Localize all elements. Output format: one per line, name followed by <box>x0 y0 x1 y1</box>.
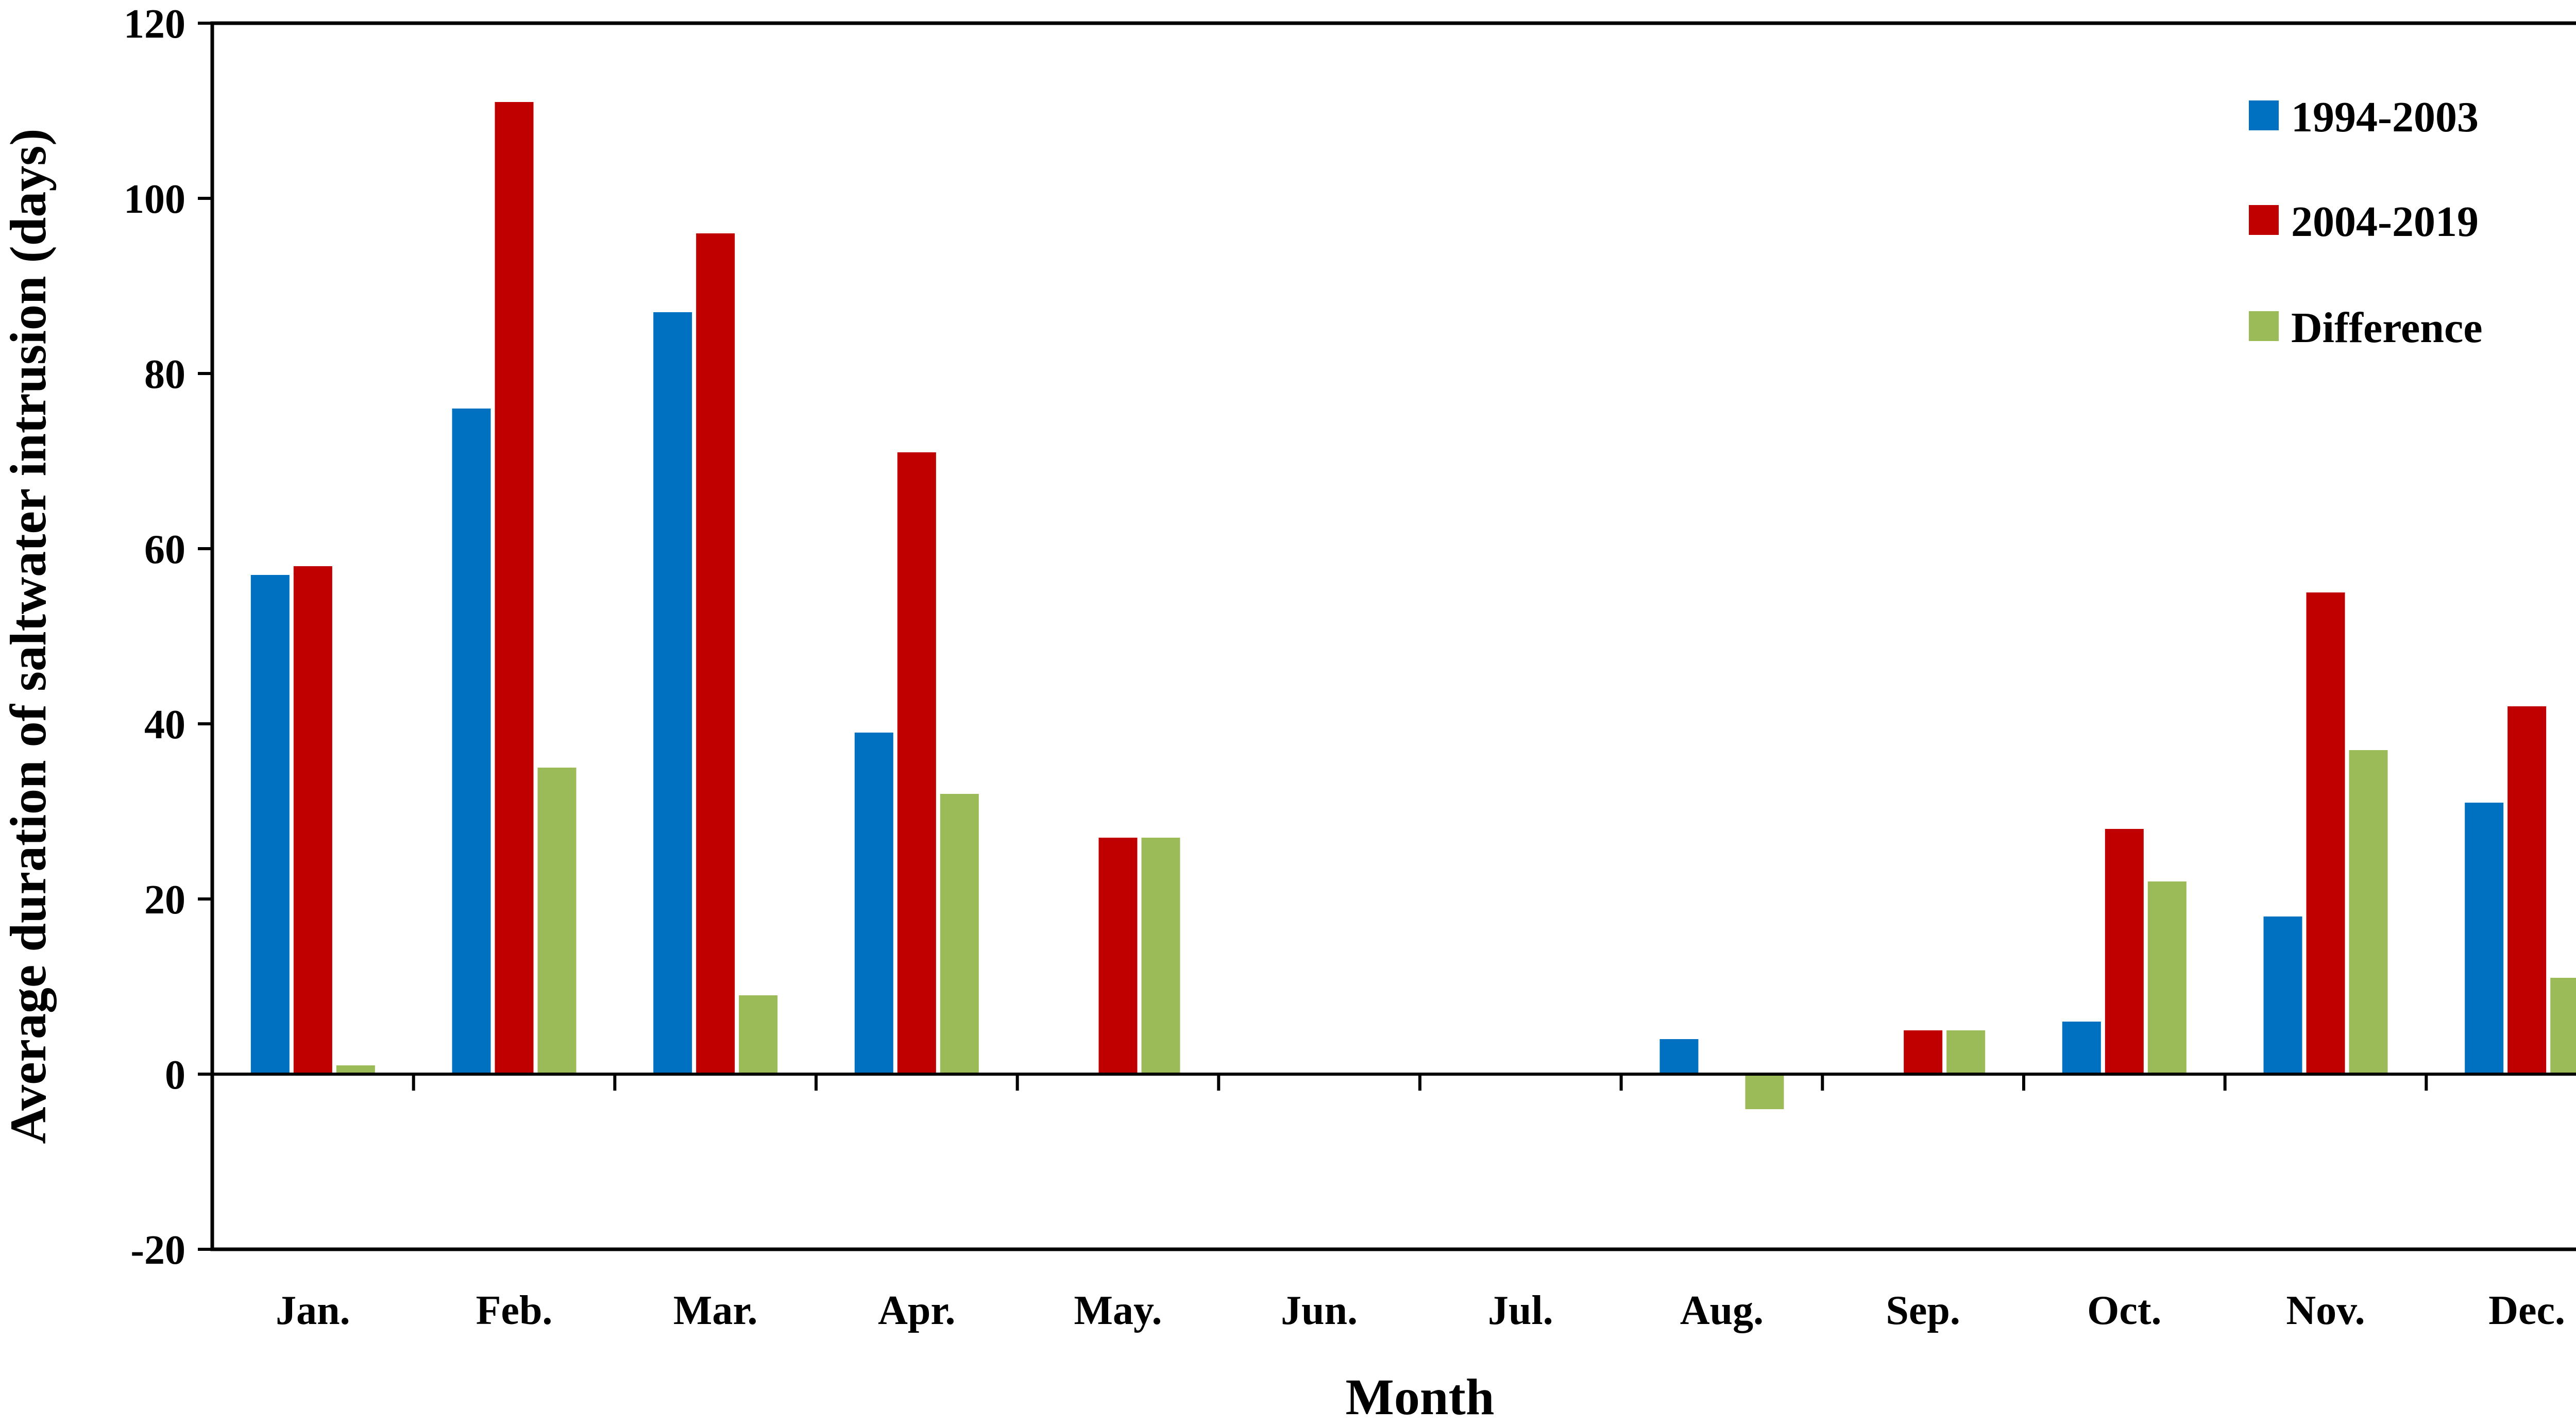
x-tick-label-jan: Jan. <box>276 1288 350 1333</box>
x-tick-label-nov: Nov. <box>2286 1288 2365 1333</box>
legend-label-difference: Difference <box>2291 304 2483 352</box>
bar-difference-sep <box>1946 1030 1986 1074</box>
bar-difference-may <box>1141 838 1180 1074</box>
bar-1994-2003-mar <box>653 312 692 1074</box>
bar-1994-2003-dec <box>2465 803 2504 1074</box>
bar-1994-2003-nov <box>2263 916 2302 1074</box>
legend-swatch-1994-2003 <box>2249 100 2279 130</box>
x-tick-label-oct: Oct. <box>2087 1288 2161 1333</box>
bar-2004-2019-nov <box>2306 592 2345 1074</box>
bar-2004-2019-apr <box>897 452 936 1074</box>
x-axis-title: Month <box>1346 1368 1495 1423</box>
legend: 1994-2003 2004-2019 Difference <box>2249 93 2483 352</box>
x-tick-label-mar: Mar. <box>673 1288 758 1333</box>
bar-difference-apr <box>940 794 979 1074</box>
x-tick-label-feb: Feb. <box>476 1288 553 1333</box>
x-tick-label-sep: Sep. <box>1886 1288 1960 1333</box>
y-tick-label: 100 <box>124 177 185 222</box>
bar-2004-2019-mar <box>696 233 735 1074</box>
legend-label-2004-2019: 2004-2019 <box>2291 198 2479 246</box>
bar-difference-oct <box>2147 881 2187 1074</box>
legend-swatch-difference <box>2249 311 2279 341</box>
x-tick-label-jun: Jun. <box>1281 1288 1358 1333</box>
x-tick-label-may: May. <box>1074 1288 1162 1333</box>
y-tick-label: -20 <box>130 1228 185 1273</box>
x-tick-label-aug: Aug. <box>1680 1288 1764 1333</box>
y-tick-label: 80 <box>144 352 185 397</box>
bar-difference-dec <box>2550 978 2576 1074</box>
legend-label-1994-2003: 1994-2003 <box>2291 93 2479 141</box>
y-tick-label: 120 <box>124 2 185 47</box>
y-axis: -20 0 20 40 60 80 100 120 <box>124 2 212 1273</box>
bar-difference-feb <box>537 768 577 1074</box>
bar-2004-2019-may <box>1098 838 1138 1074</box>
y-tick-label: 20 <box>144 877 185 923</box>
x-tick-label-dec: Dec. <box>2488 1288 2565 1333</box>
bar-difference-mar <box>739 995 778 1074</box>
bar-difference-nov <box>2349 750 2388 1074</box>
plot-area-frame <box>210 21 2576 1251</box>
bar-2004-2019-dec <box>2507 706 2547 1074</box>
bar-1994-2003-aug <box>1659 1039 1699 1074</box>
bar-difference-aug <box>1745 1074 1784 1109</box>
bar-1994-2003-jan <box>250 575 290 1074</box>
bars-layer <box>250 102 2576 1109</box>
y-axis-title: Average duration of saltwater intrusion … <box>0 128 57 1144</box>
bar-2004-2019-feb <box>495 102 534 1074</box>
bar-2004-2019-oct <box>2105 829 2144 1074</box>
x-tick-label-apr: Apr. <box>878 1288 955 1333</box>
bar-2004-2019-jan <box>293 566 332 1074</box>
bar-difference-jan <box>336 1065 375 1074</box>
y-tick-label: 40 <box>144 702 185 748</box>
bar-1994-2003-apr <box>854 733 893 1074</box>
x-tick-label-jul: Jul. <box>1488 1288 1553 1333</box>
x-axis: Jan. Feb. Mar. Apr. May. Jun. Jul. Aug. Sep. Oct.… <box>276 1074 2565 1333</box>
legend-swatch-2004-2019 <box>2249 205 2279 235</box>
bar-2004-2019-sep <box>1904 1030 1943 1074</box>
bar-1994-2003-oct <box>2062 1022 2101 1074</box>
y-tick-label: 0 <box>165 1052 185 1098</box>
bar-1994-2003-feb <box>452 409 491 1074</box>
y-tick-label: 60 <box>144 527 185 572</box>
